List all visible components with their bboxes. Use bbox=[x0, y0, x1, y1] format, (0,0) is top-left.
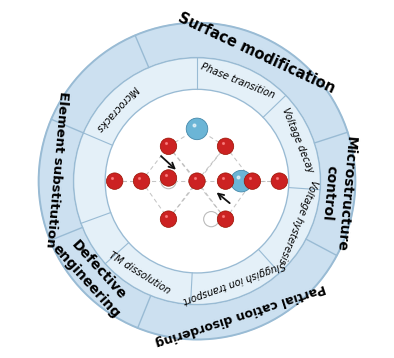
Circle shape bbox=[161, 174, 176, 189]
Circle shape bbox=[133, 173, 150, 189]
Text: Defective
engineering: Defective engineering bbox=[50, 231, 135, 320]
Circle shape bbox=[244, 173, 261, 189]
Circle shape bbox=[217, 211, 234, 227]
Circle shape bbox=[217, 173, 234, 189]
Circle shape bbox=[230, 170, 252, 192]
Circle shape bbox=[186, 118, 208, 140]
Circle shape bbox=[39, 23, 355, 339]
Circle shape bbox=[73, 58, 321, 305]
Text: Microstructure
control: Microstructure control bbox=[317, 134, 357, 252]
Text: Partial cation disordering: Partial cation disordering bbox=[154, 281, 327, 349]
Text: Voltage decay: Voltage decay bbox=[280, 106, 315, 175]
Text: Sluggish ion transport: Sluggish ion transport bbox=[181, 259, 286, 305]
Circle shape bbox=[217, 138, 234, 155]
Circle shape bbox=[160, 138, 177, 155]
Text: Phase transition: Phase transition bbox=[199, 61, 276, 100]
Text: TM dissolution: TM dissolution bbox=[107, 250, 172, 296]
Circle shape bbox=[73, 58, 321, 305]
Circle shape bbox=[271, 173, 288, 189]
Text: Microcracks: Microcracks bbox=[93, 84, 139, 134]
Circle shape bbox=[106, 173, 123, 189]
Circle shape bbox=[105, 89, 289, 273]
Circle shape bbox=[189, 173, 205, 189]
Circle shape bbox=[160, 211, 177, 227]
Circle shape bbox=[204, 212, 219, 227]
Text: Voltage hysteresis: Voltage hysteresis bbox=[276, 178, 319, 265]
Text: Surface modification: Surface modification bbox=[176, 10, 337, 96]
Text: Element substitution: Element substitution bbox=[43, 90, 70, 247]
Circle shape bbox=[160, 170, 177, 186]
